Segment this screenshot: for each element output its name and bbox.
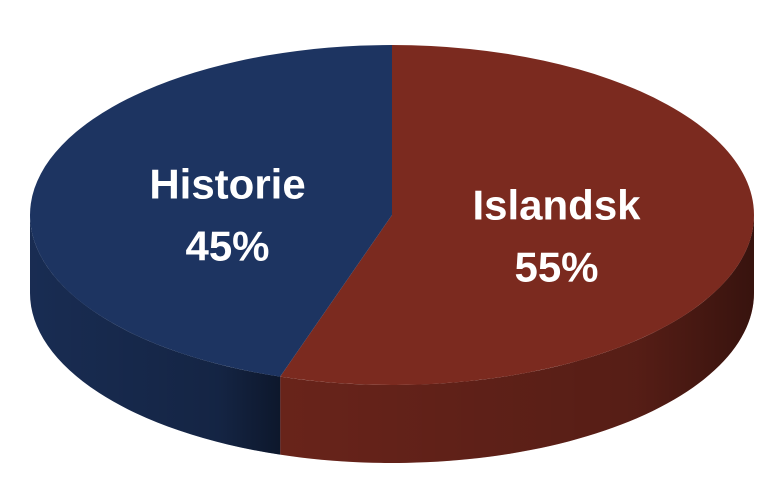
slice-label-historie: Historie [149, 160, 305, 207]
slice-label-islandsk: Islandsk [472, 182, 641, 229]
pie-wall-shade-historie [30, 215, 281, 455]
pie-wall-shade-islandsk [280, 215, 754, 463]
pie-top-faces [30, 45, 755, 385]
pie-data-labels: Islandsk 55% Historie 45% [149, 160, 641, 290]
pie-slice-islandsk [280, 45, 755, 385]
pie-slice-historie [30, 45, 392, 377]
slice-value-historie: 45% [185, 222, 269, 269]
slice-value-islandsk: 55% [514, 244, 598, 291]
pie-side-walls [30, 215, 754, 463]
